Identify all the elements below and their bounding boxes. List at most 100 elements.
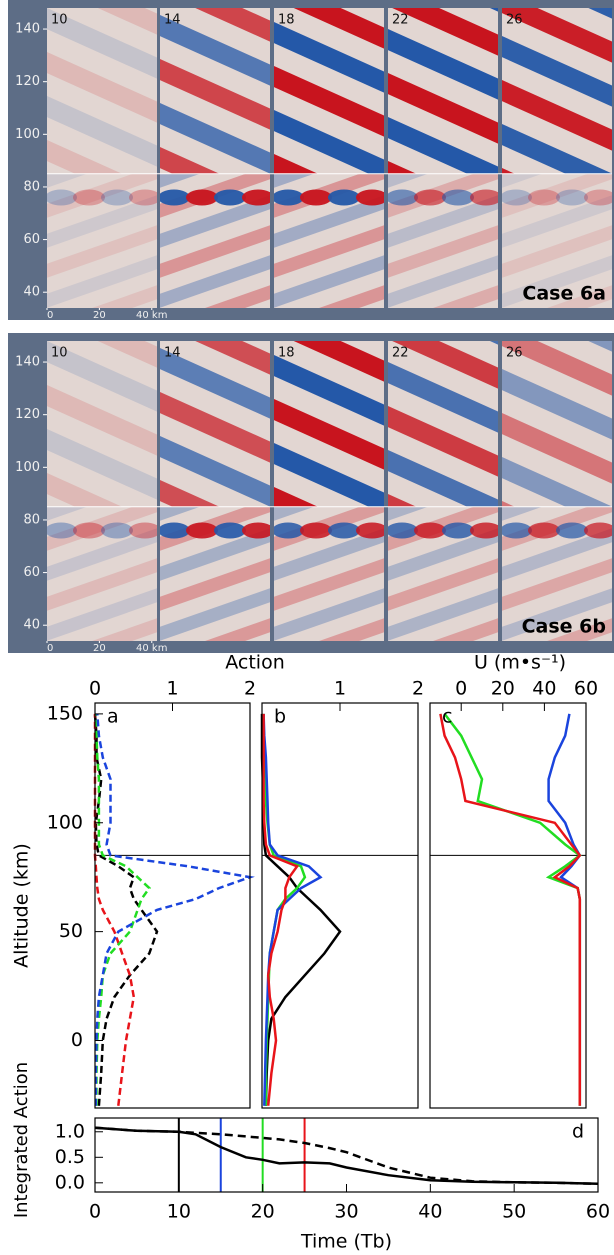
- wave-band: [502, 168, 515, 174]
- wave-upper: [47, 341, 157, 507]
- wave-blob: [274, 522, 304, 539]
- wave-band: [388, 528, 498, 581]
- wave-blob: [584, 522, 612, 539]
- wave-band: [47, 385, 157, 456]
- wave-band: [47, 506, 157, 551]
- wave-band: [502, 558, 612, 611]
- wave-band: [274, 487, 318, 507]
- wave-band: [274, 528, 384, 581]
- wave-band: [92, 285, 157, 308]
- wave-band: [47, 225, 157, 278]
- wave-band: [160, 738, 270, 791]
- wave-band: [489, 8, 498, 12]
- wave-band: [274, 173, 314, 188]
- y-tick-label: 80: [23, 179, 40, 194]
- subpanel: [274, 8, 384, 308]
- wave-band: [274, 663, 384, 734]
- wave-band: [274, 678, 384, 731]
- wave-lower: [47, 173, 157, 308]
- wave-band: [47, 588, 157, 641]
- case-label: Case 6a: [522, 283, 606, 305]
- x-axis-title: Action: [225, 652, 285, 674]
- wave-band: [47, 195, 157, 248]
- wave-band: [160, 15, 270, 86]
- wave-blob: [356, 522, 384, 539]
- x-tick-label: 0: [47, 643, 53, 654]
- wave-blob: [556, 189, 588, 206]
- profile-line: [262, 713, 323, 1106]
- wave-band: [274, 399, 384, 470]
- plot-frame: [429, 702, 587, 1109]
- wave-band: [160, 147, 220, 174]
- wave-blob: [388, 522, 418, 539]
- wave-blob: [274, 189, 304, 206]
- y-tick-label: 80: [23, 512, 40, 527]
- wave-band: [502, 8, 612, 63]
- wave-band: [392, 8, 498, 56]
- wave-band: [388, 494, 417, 507]
- wave-band: [160, 708, 270, 761]
- wave-blob: [47, 522, 77, 539]
- y-tick-label: 60: [23, 565, 40, 580]
- subpanel: [502, 341, 612, 641]
- wave-band: [274, 195, 384, 248]
- wave-band: [274, 707, 384, 778]
- wave-band: [160, 173, 200, 188]
- wave-band: [195, 341, 270, 375]
- x-tick-label: 30: [334, 1201, 358, 1223]
- wave-blob: [129, 189, 157, 206]
- wave-lower: [160, 506, 270, 791]
- wave-band: [502, 501, 515, 507]
- x-tick-label: 40: [532, 678, 556, 700]
- wave-band: [160, 558, 270, 611]
- y-tick-label: 100: [15, 460, 40, 475]
- y-tick-label: 60: [23, 232, 40, 247]
- y-tick-label: 140: [15, 355, 40, 370]
- wave-band: [47, 173, 87, 188]
- wave-blob: [470, 522, 498, 539]
- wave-band: [388, 173, 428, 188]
- wave-band: [388, 406, 498, 477]
- wave-band: [274, 506, 315, 521]
- wave-band: [388, 255, 498, 308]
- wave-band: [205, 618, 270, 641]
- wave-band: [274, 588, 384, 641]
- y-tick-label: 120: [15, 74, 40, 89]
- series-line: [94, 1126, 599, 1186]
- x-tick-label: 20: [93, 310, 106, 321]
- subpanel: [160, 341, 270, 791]
- wave-band: [502, 255, 612, 308]
- time-label: 14: [164, 13, 181, 28]
- time-label: 14: [164, 346, 181, 361]
- profile-line: [262, 713, 307, 1106]
- time-label: 22: [392, 346, 409, 361]
- y-tick-label: 100: [15, 127, 40, 142]
- x-tick-label: 1: [166, 678, 178, 700]
- wave-blob: [47, 189, 77, 206]
- x-tick-label: 20: [491, 678, 515, 700]
- wave-band: [160, 225, 270, 278]
- wave-blob: [242, 522, 270, 539]
- case-label: Case 6b: [522, 616, 606, 638]
- wave-upper: [160, 8, 270, 174]
- profile-line: [93, 713, 136, 1106]
- wave-band: [160, 392, 270, 463]
- wave-band: [388, 161, 417, 174]
- wave-blob: [160, 189, 190, 206]
- wave-lower: [47, 506, 157, 641]
- wave-band: [274, 558, 384, 611]
- wave-blob: [101, 522, 133, 539]
- wave-band: [319, 285, 384, 308]
- wave-band: [160, 700, 270, 771]
- wave-band: [388, 450, 498, 507]
- wave-blob: [502, 522, 532, 539]
- wave-band: [547, 285, 612, 308]
- wave-band: [502, 506, 543, 521]
- y-axis-title: Integrated Action: [11, 1062, 32, 1218]
- wave-band: [47, 140, 123, 174]
- wave-band: [160, 59, 270, 130]
- wave-band: [502, 341, 612, 396]
- x-tick-label: 20: [251, 1201, 275, 1223]
- wave-blob: [442, 522, 474, 539]
